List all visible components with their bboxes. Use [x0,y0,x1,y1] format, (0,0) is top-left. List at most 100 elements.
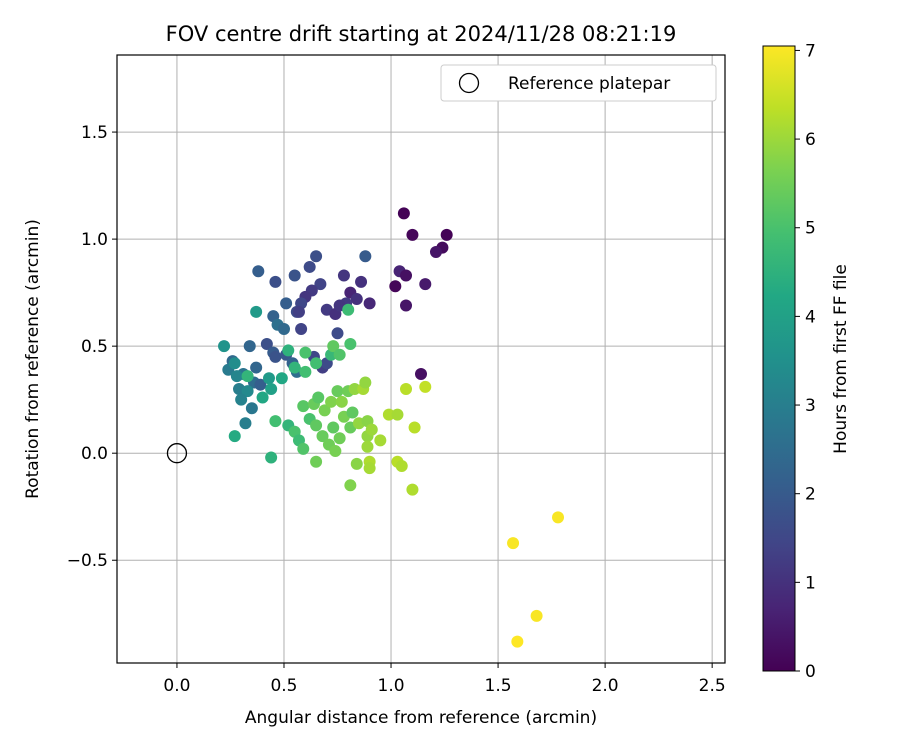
scatter-point-122 [406,483,419,496]
colorbar-ticks: 0 1 2 3 4 5 6 7 [795,41,816,682]
legend-box [440,64,717,102]
legend: Reference platepar [440,64,717,102]
scatter-point-118 [391,408,404,421]
scatter-point-60 [218,340,231,353]
legend-entry-label: Reference platepar [508,74,670,94]
reference-platepar-marker [166,443,188,464]
plot-frame [116,54,726,664]
scatter-point-128 [511,635,524,648]
scatter-point-54 [230,370,243,383]
y-tick-label-0: −0.5 [67,551,108,571]
scatter-point-17 [359,250,372,263]
x-tick-label-0: 0.0 [163,676,190,696]
scatter-point-18 [310,250,323,263]
scatter-point-80 [269,415,282,428]
y-tick-label-1: 0.0 [81,444,108,464]
scatter-point-23 [288,269,301,282]
scatter-point-104 [346,406,359,419]
scatter-point-76 [327,340,340,353]
scatter-point-84 [297,400,310,413]
scatter-point-96 [329,445,342,458]
scatter-point-8 [419,278,432,291]
scatter-point-65 [250,305,263,318]
chart-title: FOV centre drift starting at 2024/11/28 … [166,22,677,46]
scatter-point-70 [282,344,295,357]
colorbar-tick-label-6: 6 [805,130,816,150]
scatter-point-10 [363,297,376,310]
colorbar-tick-label-7: 7 [805,41,816,61]
scatter-point-91 [316,430,329,443]
scatter-point-72 [299,365,312,378]
colorbar-tick-label-3: 3 [805,396,816,416]
scatter-point-11 [415,367,427,380]
scatter-point-51 [254,378,267,391]
scatter-point-73 [299,346,312,359]
data-points [218,207,565,648]
y-tick-label-2: 0.5 [81,337,108,357]
x-axis-label: Angular distance from reference (arcmin) [245,708,597,728]
scatter-point-14 [350,293,363,306]
scatter-point-126 [552,511,565,524]
scatter-point-90 [312,391,325,404]
colorbar-label: Hours from first FF file [831,264,851,454]
scatter-point-32 [280,297,293,310]
scatter-point-37 [331,327,344,340]
scatter-point-106 [350,457,363,470]
scatter-point-88 [310,419,323,432]
scatter-point-115 [365,423,378,436]
x-tick-label-3: 1.5 [485,676,512,696]
scatter-point-94 [325,395,338,408]
colorbar-tick-label-5: 5 [805,219,816,239]
scatter-point-127 [530,609,543,622]
scatter-point-92 [318,404,331,417]
colorbar: 0 1 2 3 4 5 6 7 Hours from first FF file [762,41,851,682]
scatter-point-35 [277,323,290,336]
scatter-point-63 [265,382,278,395]
scatter-point-116 [374,434,387,447]
scatter-point-117 [382,408,395,421]
scatter-point-66 [228,430,241,443]
y-tick-label-4: 1.5 [81,123,108,143]
legend-open-circle-marker [458,72,480,94]
scatter-point-79 [342,303,355,316]
scatter-point-31 [292,305,305,318]
scatter-point-7 [389,280,402,293]
scatter-point-9 [400,299,413,312]
scatter-point-97 [331,385,344,398]
colorbar-tick-label-4: 4 [805,307,816,327]
scatter-point-59 [239,417,252,430]
reference-marker-group [166,443,188,464]
y-tick-label-3: 1.0 [81,230,108,250]
colorbar-tick-label-0: 0 [805,662,816,682]
scatter-point-74 [310,357,323,370]
scatter-point-61 [228,357,241,370]
x-tick-label-4: 2.0 [592,676,619,696]
scatter-point-4 [429,245,442,258]
colorbar-gradient [762,45,796,672]
scatter-point-20 [314,278,327,291]
scatter-point-99 [335,395,348,408]
grid-lines [117,55,725,663]
scatter-point-112 [361,440,374,453]
y-axis-label: Rotation from reference (arcmin) [23,219,43,499]
scatter-point-47 [243,340,256,353]
scatter-point-6 [400,269,413,282]
scatter-point-124 [419,380,432,393]
scatter-point-25 [252,265,265,278]
scatter-point-109 [359,376,372,389]
scatter-point-105 [348,382,361,395]
scatter-point-120 [395,460,408,473]
x-tick-label-5: 2.5 [699,676,726,696]
scatter-point-57 [235,393,248,406]
x-axis-ticks: 0.0 0.5 1.0 1.5 2.0 2.5 [163,663,726,696]
scatter-point-71 [288,361,301,374]
scatter-point-67 [265,451,278,464]
scatter-point-24 [269,275,282,288]
scatter-point-68 [241,370,254,383]
scatter-point-36 [295,323,308,336]
x-tick-label-2: 1.0 [378,676,405,696]
scatter-point-98 [333,432,346,445]
x-tick-label-1: 0.5 [270,676,297,696]
scatter-point-48 [250,361,263,374]
scatter-point-1 [406,228,419,241]
